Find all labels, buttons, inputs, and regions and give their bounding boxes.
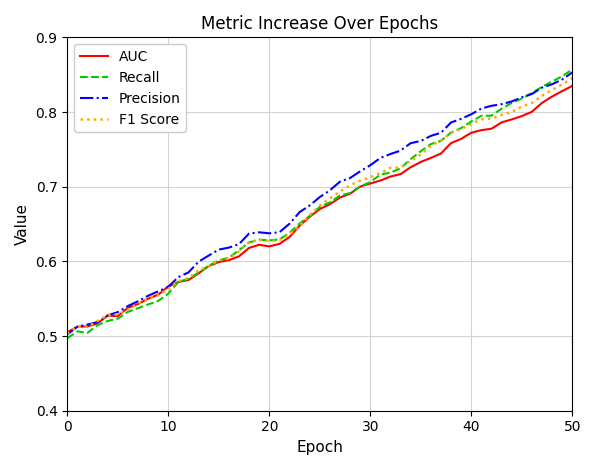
Precision — [64, 332, 71, 337]
F1 Score — [215, 257, 222, 263]
F1 Score — [175, 278, 182, 284]
Recall — [397, 165, 404, 171]
Recall — [64, 336, 71, 341]
F1 Score — [558, 81, 566, 87]
Recall — [225, 255, 232, 260]
Recall — [175, 279, 182, 285]
Legend: AUC, Recall, Precision, F1 Score: AUC, Recall, Precision, F1 Score — [74, 44, 186, 132]
Line: F1 Score: F1 Score — [67, 78, 572, 334]
Precision — [175, 274, 182, 280]
Precision — [558, 77, 566, 82]
Line: Precision: Precision — [67, 72, 572, 335]
AUC — [397, 172, 404, 177]
AUC — [64, 329, 71, 335]
Precision — [397, 148, 404, 153]
AUC — [175, 279, 182, 285]
Precision — [215, 247, 222, 252]
Line: Recall: Recall — [67, 70, 572, 338]
F1 Score — [397, 164, 404, 170]
Y-axis label: Value: Value — [15, 203, 30, 245]
F1 Score — [569, 76, 576, 81]
Precision — [427, 133, 434, 139]
Recall — [215, 258, 222, 263]
AUC — [558, 88, 566, 94]
Recall — [427, 141, 434, 147]
Recall — [558, 73, 566, 79]
Precision — [569, 70, 576, 75]
Title: Metric Increase Over Epochs: Metric Increase Over Epochs — [201, 15, 439, 33]
AUC — [225, 258, 232, 263]
F1 Score — [64, 331, 71, 337]
Recall — [569, 67, 576, 72]
AUC — [215, 259, 222, 265]
Precision — [225, 245, 232, 251]
AUC — [427, 155, 434, 161]
Line: AUC: AUC — [67, 86, 572, 332]
X-axis label: Epoch: Epoch — [296, 440, 343, 455]
F1 Score — [225, 256, 232, 262]
AUC — [569, 83, 576, 89]
F1 Score — [427, 143, 434, 149]
